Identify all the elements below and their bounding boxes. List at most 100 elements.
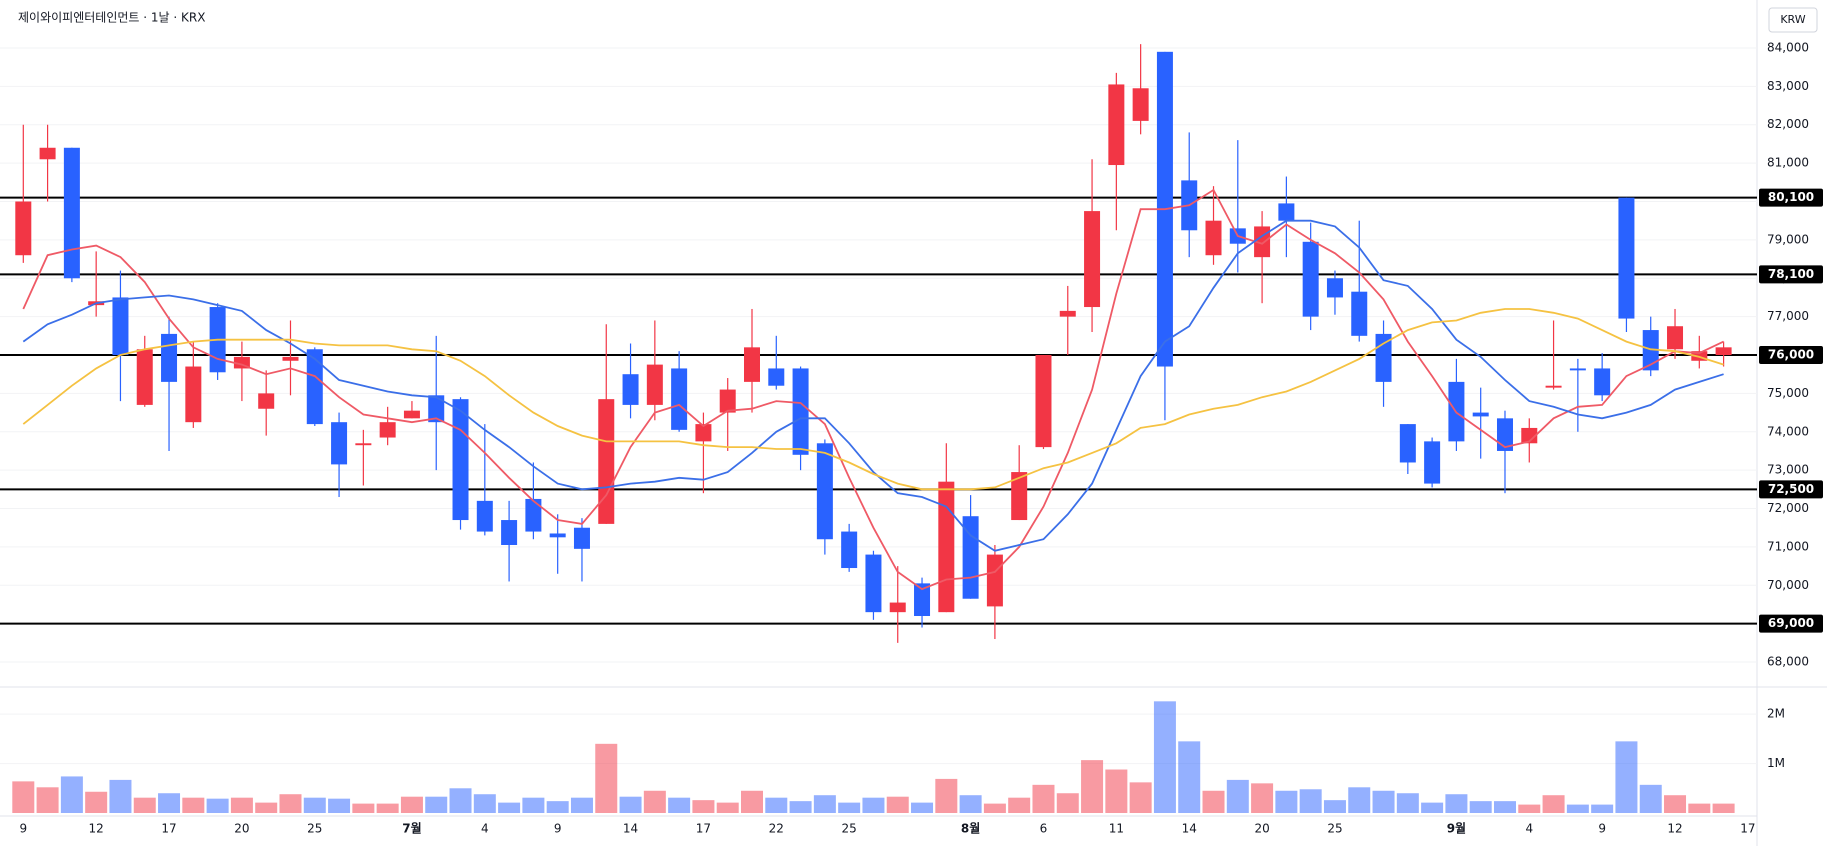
volume-bar [1129, 782, 1152, 813]
candle-body [1667, 326, 1684, 350]
candle-body [501, 520, 518, 545]
volume-bar [1493, 801, 1516, 813]
x-tick-label: 17 [1740, 822, 1755, 836]
candle-body [1424, 441, 1441, 484]
volume-bar [1226, 779, 1249, 813]
candle-body [1351, 291, 1368, 336]
candle-body [1472, 412, 1489, 417]
volume-bar [1542, 795, 1565, 813]
volume-bar [1615, 741, 1638, 813]
y-tick-label: 72,000 [1767, 501, 1809, 515]
candle-body [15, 201, 32, 256]
volume-bar [886, 796, 909, 813]
level-label: 69,000 [1768, 616, 1814, 630]
volume-bar [109, 779, 132, 813]
volume-bar [1591, 804, 1614, 813]
y-tick-label: 84,000 [1767, 40, 1809, 54]
candle-body [1715, 347, 1732, 356]
candle-body [1545, 385, 1562, 388]
volume-bar [1275, 790, 1298, 813]
x-tick-label: 20 [234, 822, 249, 836]
volume-bar [85, 791, 108, 813]
candle-body [889, 602, 906, 613]
candle-body [1278, 203, 1295, 221]
volume-bar [1032, 784, 1055, 813]
level-label-box [1759, 480, 1823, 499]
volume-bar [498, 802, 521, 813]
volume-tick-label: 2M [1767, 707, 1785, 721]
candle-body [525, 498, 542, 532]
volume-bar [1202, 790, 1225, 813]
candle-body [1326, 278, 1343, 298]
currency: KRW [1780, 13, 1805, 26]
candle-body [355, 443, 372, 446]
volume-bar [1081, 760, 1104, 813]
candle-body [1569, 368, 1586, 371]
volume-bar [1469, 801, 1492, 813]
volume-bar [643, 790, 666, 813]
volume-bar [838, 802, 861, 813]
candle-body [379, 422, 396, 438]
volume-bar [376, 803, 399, 813]
volume-bar [303, 797, 326, 813]
candle-body [719, 389, 736, 413]
y-tick-label: 81,000 [1767, 156, 1809, 170]
candle-body [282, 356, 299, 361]
x-tick-label: 4 [481, 822, 489, 836]
level-label: 76,000 [1768, 348, 1814, 362]
volume-tick-label: 1M [1767, 756, 1785, 770]
volume-bar [862, 797, 885, 813]
x-tick-label: 9월 [1447, 821, 1466, 836]
volume-bar [230, 797, 253, 813]
volume-bar [935, 778, 958, 813]
y-tick-label: 83,000 [1767, 79, 1809, 93]
candle-body [768, 368, 785, 386]
volume-bar [1421, 802, 1444, 813]
candle-body [136, 349, 153, 405]
y-tick-label: 68,000 [1767, 655, 1809, 669]
y-tick-label: 82,000 [1767, 117, 1809, 131]
volume-bar [595, 743, 618, 813]
x-tick-label: 9 [19, 822, 27, 836]
candle-body [161, 333, 178, 382]
volume-bar [1105, 769, 1128, 813]
volume-bar [1712, 803, 1735, 813]
volume-bar [36, 787, 59, 813]
y-tick-label: 70,000 [1767, 578, 1809, 592]
candle-body [331, 422, 348, 465]
candle-body [816, 443, 833, 540]
volume-bar [1664, 795, 1687, 813]
volume-bar [1445, 794, 1468, 813]
candle-body [1205, 220, 1222, 256]
level-label: 72,500 [1768, 482, 1814, 496]
candle-body [1302, 241, 1319, 317]
volume-bar [1178, 741, 1201, 813]
volume-bar [352, 803, 375, 813]
volume-bar [182, 797, 205, 813]
candle-body [1521, 427, 1538, 444]
volume-bar [328, 798, 351, 813]
chart-title: 제이와이피엔터테인먼트 · 1날 · KRX [18, 11, 205, 25]
volume-bar [255, 802, 278, 813]
candle-body [914, 583, 931, 616]
candle-body [695, 424, 712, 442]
volume-bar [158, 793, 181, 813]
x-tick-label: 25 [307, 822, 322, 836]
x-tick-label: 14 [623, 822, 638, 836]
level-label-box [1759, 188, 1823, 207]
volume-bar [1372, 790, 1395, 813]
y-tick-label: 75,000 [1767, 386, 1809, 400]
y-tick-label: 73,000 [1767, 463, 1809, 477]
volume-bar [400, 796, 423, 813]
level-label: 78,100 [1768, 267, 1814, 281]
volume-bar [206, 798, 229, 813]
candle-body [428, 395, 445, 423]
ma-line [22, 188, 1724, 591]
candle-body [1399, 424, 1416, 463]
candle-body [622, 374, 639, 405]
volume-bar [1251, 783, 1274, 813]
x-tick-label: 8월 [961, 821, 980, 836]
level-label-box [1759, 346, 1823, 365]
candle-body [233, 356, 250, 369]
